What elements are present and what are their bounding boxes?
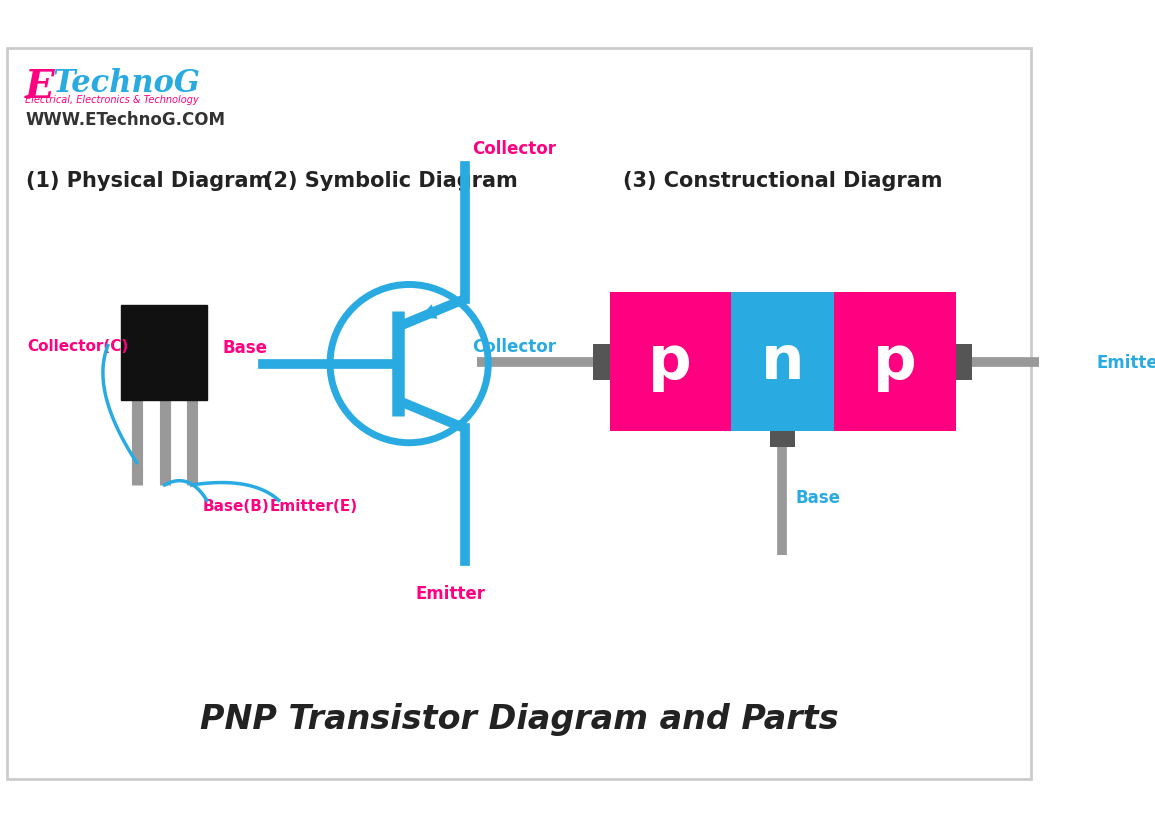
Text: Emitter: Emitter — [1096, 354, 1155, 371]
Text: WWW.ETechnoG.COM: WWW.ETechnoG.COM — [25, 111, 225, 129]
Bar — [121, 306, 207, 400]
Text: p: p — [873, 333, 917, 392]
Text: (1) Physical Diagram: (1) Physical Diagram — [27, 171, 270, 191]
Text: Base(B): Base(B) — [202, 499, 269, 514]
Text: (3) Constructional Diagram: (3) Constructional Diagram — [623, 171, 942, 191]
Bar — [834, 292, 956, 431]
Bar — [956, 344, 973, 380]
Text: Emitter: Emitter — [416, 585, 485, 602]
Bar — [731, 292, 834, 431]
Text: E: E — [25, 68, 54, 106]
Text: p: p — [648, 333, 692, 392]
Text: Collector: Collector — [472, 337, 556, 355]
Text: n: n — [761, 333, 804, 392]
Text: Emitter(E): Emitter(E) — [270, 499, 358, 514]
Text: (2) Symbolic Diagram: (2) Symbolic Diagram — [264, 171, 519, 191]
Text: Collector(C): Collector(C) — [27, 339, 128, 354]
Text: TechnoG: TechnoG — [52, 68, 200, 99]
Bar — [610, 292, 731, 431]
Text: Base: Base — [222, 339, 267, 357]
Text: Base: Base — [796, 488, 841, 506]
Bar — [594, 344, 610, 380]
Text: Collector: Collector — [472, 140, 556, 157]
Bar — [769, 431, 795, 448]
Text: Electrical, Electronics & Technology: Electrical, Electronics & Technology — [25, 94, 199, 104]
Text: PNP Transistor Diagram and Parts: PNP Transistor Diagram and Parts — [200, 702, 839, 735]
